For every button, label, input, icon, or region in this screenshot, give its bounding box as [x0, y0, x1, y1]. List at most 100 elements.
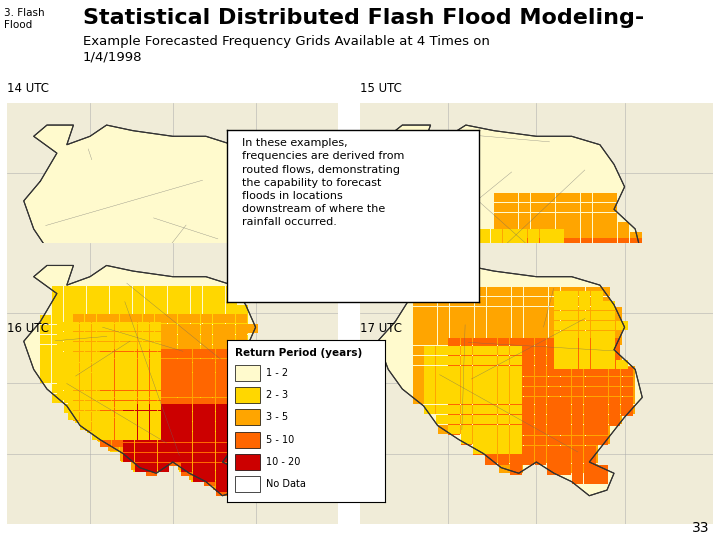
Bar	[572, 396, 583, 406]
Bar	[568, 193, 580, 202]
Bar	[611, 356, 622, 365]
Bar	[518, 203, 531, 212]
Bar	[531, 262, 543, 271]
Bar	[518, 307, 531, 316]
Bar	[63, 335, 74, 344]
Bar	[100, 408, 111, 417]
Bar	[462, 415, 474, 424]
Bar	[133, 335, 144, 344]
Bar	[202, 315, 214, 325]
Bar	[516, 279, 527, 288]
Bar	[535, 367, 546, 376]
Bar	[552, 279, 564, 288]
Bar	[120, 431, 131, 441]
Bar	[259, 393, 270, 402]
Bar	[586, 395, 598, 404]
Bar	[413, 366, 425, 375]
Bar	[156, 374, 167, 383]
Bar	[133, 384, 144, 393]
Bar	[593, 193, 605, 202]
Bar	[73, 323, 84, 333]
Bar	[52, 315, 63, 325]
Bar	[518, 311, 531, 320]
Bar	[127, 322, 138, 332]
Bar	[536, 386, 548, 395]
Bar	[487, 424, 499, 434]
Bar	[531, 258, 543, 267]
Bar	[536, 454, 548, 463]
Bar	[115, 410, 126, 420]
Bar	[202, 345, 214, 354]
Bar	[204, 433, 215, 442]
Bar	[193, 447, 204, 456]
Bar	[474, 297, 487, 306]
Bar	[212, 431, 223, 441]
Bar	[219, 259, 230, 268]
Bar	[474, 395, 487, 404]
Bar	[606, 238, 617, 247]
Bar	[228, 487, 238, 496]
Bar	[524, 375, 536, 385]
Bar	[123, 388, 134, 397]
Bar	[512, 454, 523, 463]
Bar	[606, 287, 617, 296]
Bar	[199, 316, 210, 326]
Bar	[108, 353, 120, 362]
Bar	[596, 475, 608, 484]
Bar	[249, 384, 260, 393]
Bar	[231, 259, 242, 268]
Bar	[150, 410, 161, 420]
Bar	[143, 343, 154, 353]
Bar	[181, 447, 192, 456]
Bar	[196, 318, 207, 327]
Bar	[202, 423, 214, 433]
Bar	[146, 414, 157, 423]
Bar	[135, 433, 145, 442]
Bar	[490, 239, 503, 248]
Bar	[518, 262, 531, 271]
Bar	[156, 305, 167, 315]
Bar	[178, 343, 189, 353]
Bar	[249, 403, 260, 413]
Bar	[179, 364, 190, 374]
Bar	[156, 315, 167, 325]
Bar	[173, 288, 184, 298]
Bar	[189, 322, 200, 332]
Bar	[201, 343, 212, 353]
Bar	[216, 437, 227, 447]
Bar	[500, 356, 511, 365]
Bar	[201, 322, 212, 332]
Bar	[518, 248, 531, 257]
Bar	[584, 465, 595, 475]
Bar	[40, 345, 51, 354]
Bar	[193, 408, 204, 417]
Bar	[473, 338, 485, 347]
Bar	[536, 424, 548, 434]
Bar	[473, 436, 485, 445]
Bar	[123, 433, 134, 442]
Bar	[603, 311, 615, 320]
Bar	[591, 350, 603, 360]
Bar	[120, 412, 131, 421]
Bar	[219, 249, 230, 259]
Bar	[556, 316, 567, 326]
Bar	[540, 318, 552, 327]
Bar	[168, 384, 179, 393]
Bar	[603, 332, 615, 341]
Bar	[556, 258, 567, 267]
Bar	[512, 386, 523, 395]
Bar	[516, 269, 527, 278]
Bar	[215, 394, 225, 403]
Bar	[490, 230, 503, 239]
Bar	[547, 436, 559, 445]
Bar	[549, 386, 560, 395]
Bar	[556, 281, 567, 291]
Bar	[238, 315, 248, 325]
Bar	[212, 343, 223, 353]
Bar	[611, 415, 622, 424]
Text: 15 UTC: 15 UTC	[360, 82, 402, 94]
Bar	[462, 356, 474, 365]
Bar	[193, 433, 204, 442]
Bar	[178, 461, 189, 470]
Bar	[544, 272, 555, 281]
